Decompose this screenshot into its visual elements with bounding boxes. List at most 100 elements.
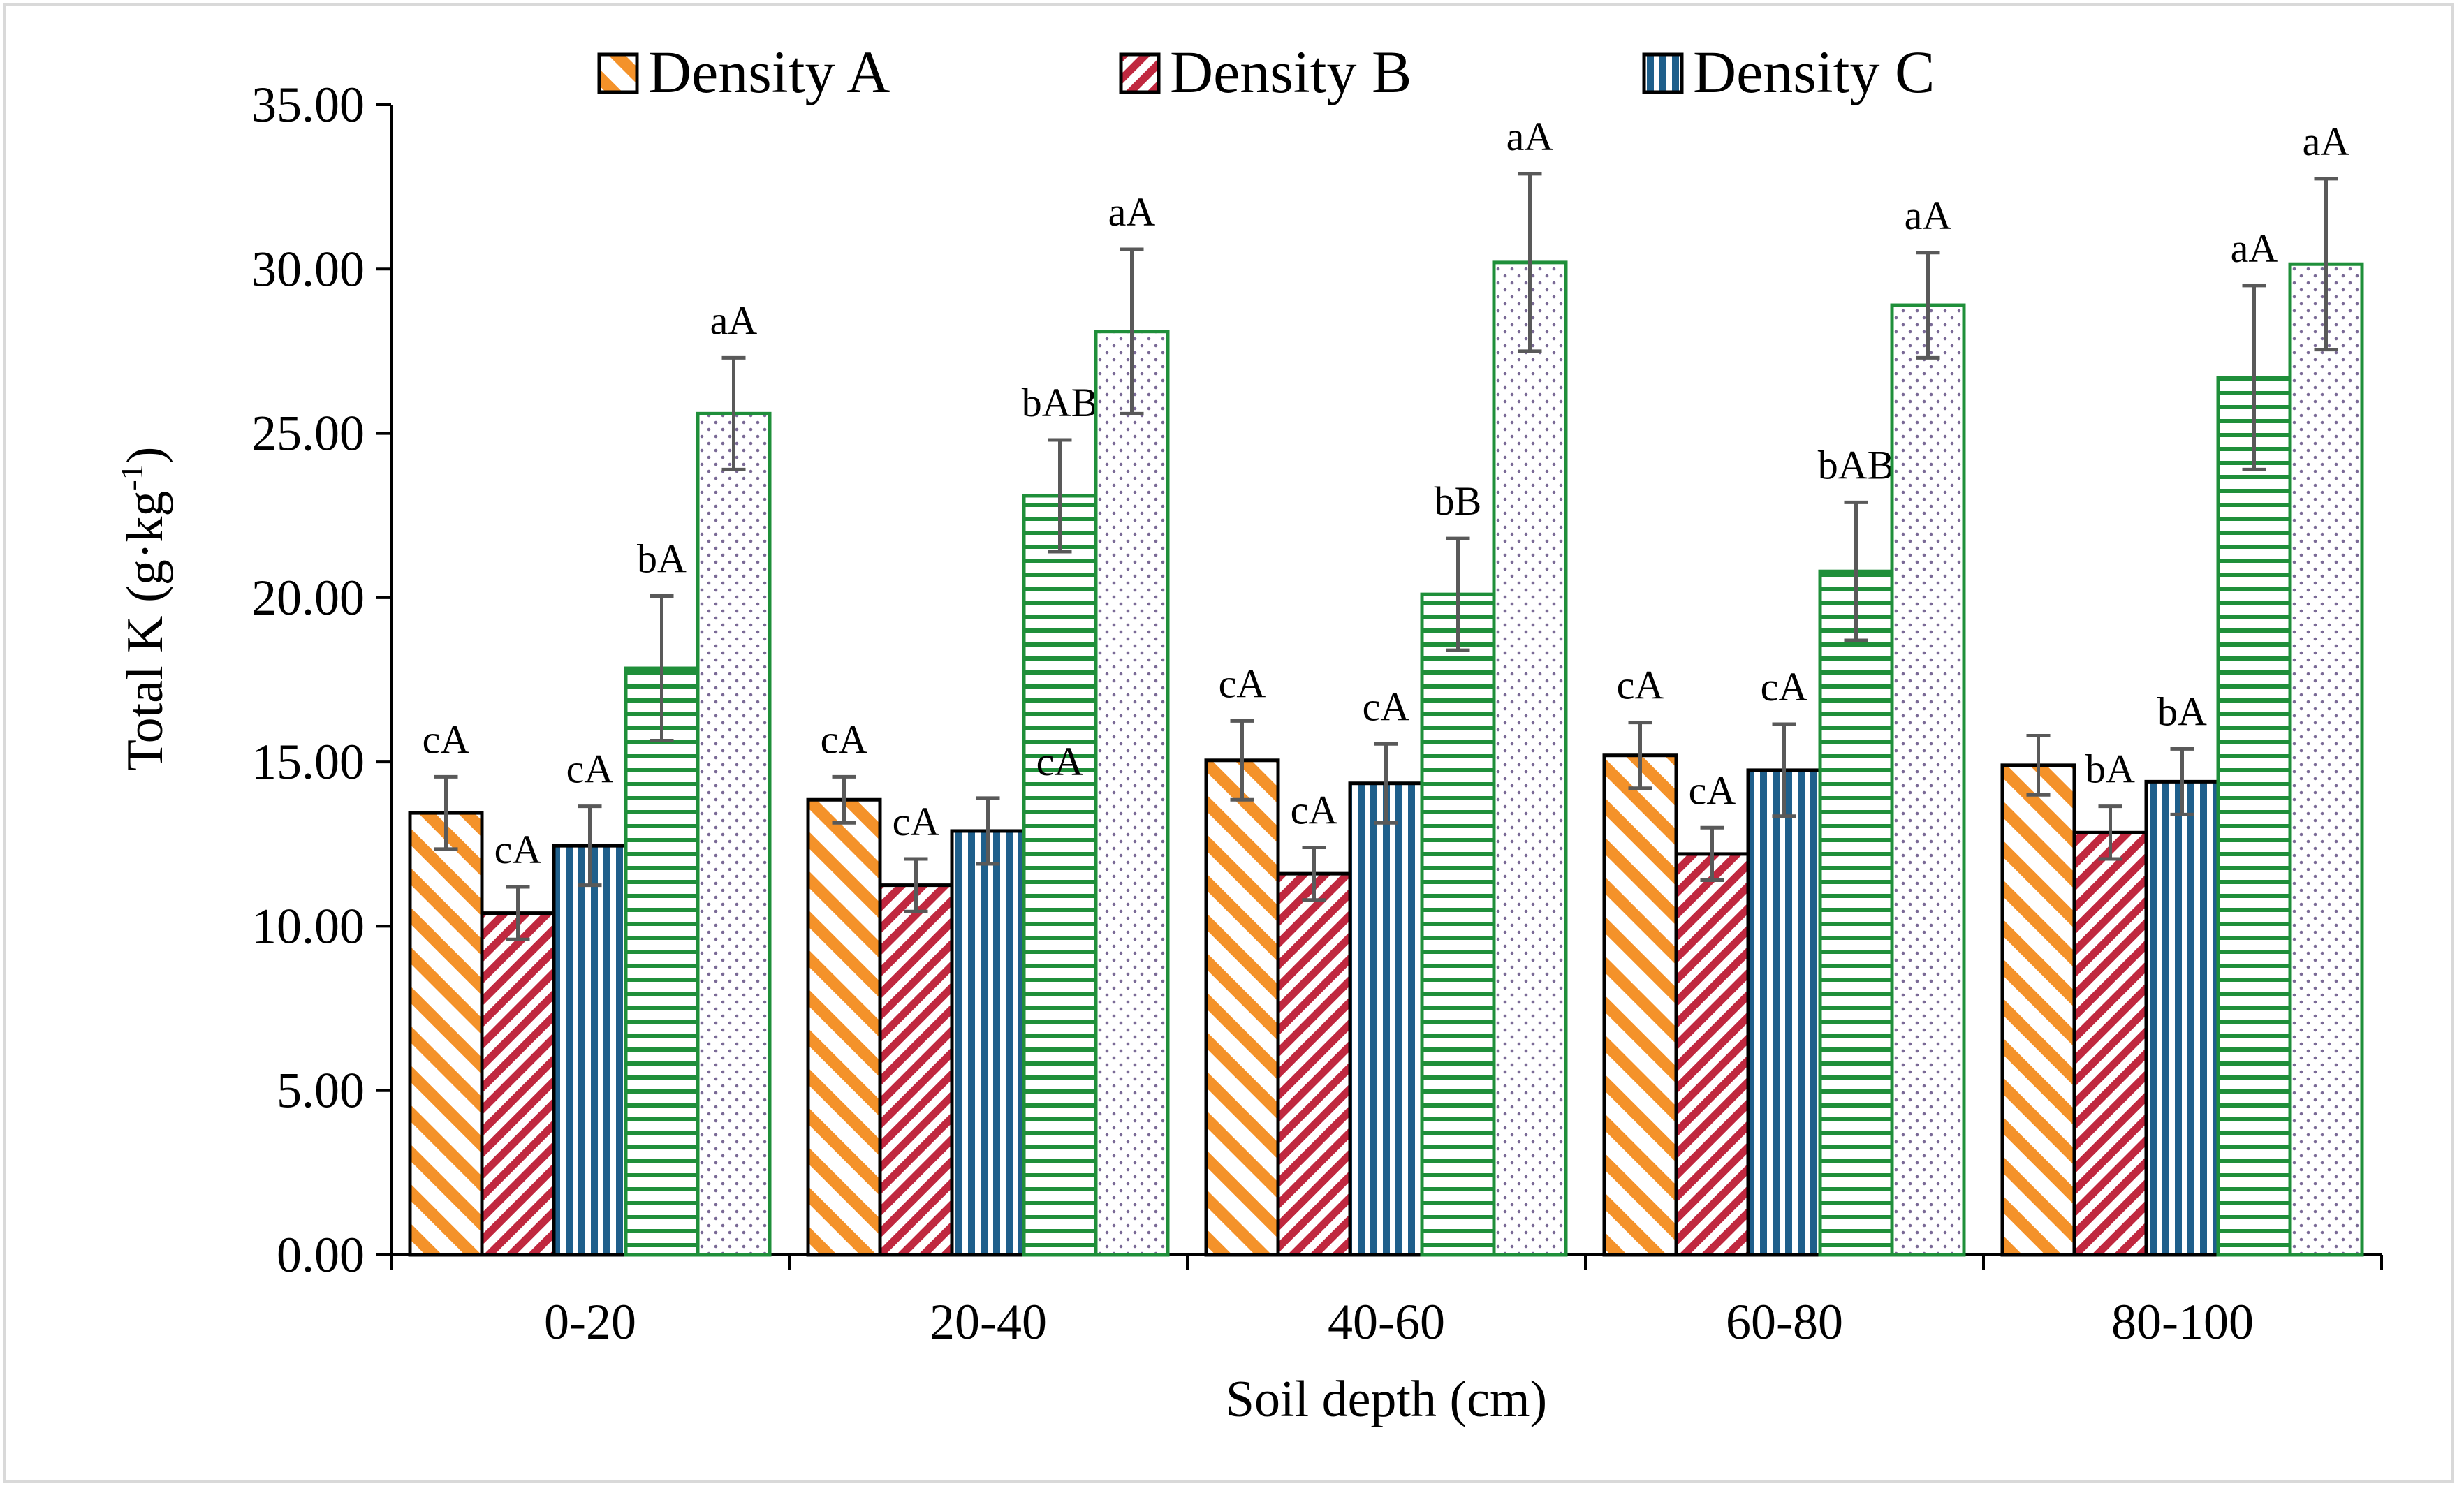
legend-swatch-density-c <box>1642 52 1684 94</box>
legend-item-density-c: Density C <box>1642 38 1935 105</box>
error-bar <box>1230 719 1254 802</box>
x-tick-label: 0-20 <box>544 1294 636 1350</box>
error-bar <box>904 857 928 913</box>
error-bar <box>506 885 530 941</box>
error-bar <box>434 774 458 851</box>
bar <box>2216 376 2292 1257</box>
bar <box>1602 753 1678 1257</box>
bar <box>1348 781 1424 1257</box>
x-tick-label: 40-60 <box>1328 1294 1445 1350</box>
data-label: cA <box>494 827 542 872</box>
y-axis-title-main: Total K (g·kg <box>117 491 174 772</box>
bar <box>408 811 484 1257</box>
bar <box>1276 871 1352 1257</box>
data-label: aA <box>1108 189 1156 235</box>
bar <box>1492 260 1568 1257</box>
x-tick-label: 20-40 <box>930 1294 1047 1350</box>
legend-item-density-b: Density B <box>1119 38 1411 105</box>
bar <box>1094 330 1170 1257</box>
legend-item-density-a: Density A <box>597 38 890 105</box>
bar <box>1204 758 1280 1257</box>
bar <box>1818 569 1894 1257</box>
data-label: cA <box>1689 767 1736 813</box>
bar <box>1022 494 1098 1257</box>
data-label: cA <box>1363 684 1410 729</box>
y-tick-label: 35.00 <box>251 77 365 133</box>
bar <box>480 911 556 1257</box>
error-bar <box>1302 845 1326 902</box>
data-label: aA <box>710 297 758 343</box>
bar <box>806 797 882 1257</box>
error-bar <box>1518 172 1542 353</box>
bar <box>2000 763 2076 1257</box>
bar <box>1890 303 1966 1257</box>
error-bar <box>976 796 1000 866</box>
error-bar <box>1772 722 1796 818</box>
y-tick-label: 25.00 <box>251 406 365 462</box>
error-bar <box>2098 804 2122 861</box>
error-bar <box>578 804 602 888</box>
legend-swatch-density-b <box>1119 52 1161 94</box>
data-label: aA <box>2303 119 2350 164</box>
data-label: cA <box>423 716 470 762</box>
data-label: cA <box>566 746 614 792</box>
error-bar <box>2026 733 2051 797</box>
data-label: cA <box>1219 661 1266 706</box>
y-tick-label: 0.00 <box>277 1227 365 1283</box>
y-tick-label: 20.00 <box>251 570 365 626</box>
data-label: cA <box>893 799 940 844</box>
bar <box>1746 768 1822 1257</box>
bar <box>2288 262 2364 1257</box>
bar <box>1420 592 1496 1257</box>
error-bar <box>1048 438 1072 554</box>
data-label: aA <box>1905 193 1952 238</box>
error-bar <box>650 594 674 743</box>
data-label: bAB <box>1022 380 1099 425</box>
error-bar <box>1374 742 1398 825</box>
legend-label-density-a: Density A <box>648 38 890 105</box>
error-bar <box>2170 746 2194 816</box>
bar <box>552 844 628 1257</box>
bar <box>2072 830 2148 1257</box>
legend-swatch-density-a <box>597 52 639 94</box>
error-bar <box>832 774 856 825</box>
error-bar <box>1446 536 1470 652</box>
legend: Density A Density B Density C <box>597 38 1935 105</box>
y-tick-label: 30.00 <box>251 241 365 297</box>
error-bar <box>1628 721 1652 790</box>
error-bar <box>2314 177 2338 352</box>
x-axis-title: Soil depth (cm) <box>1226 1371 1547 1428</box>
legend-label-density-c: Density C <box>1693 38 1935 105</box>
data-label: aA <box>1506 114 1554 159</box>
bar <box>1674 852 1750 1257</box>
bar <box>950 829 1026 1257</box>
data-label: bA <box>2085 746 2135 792</box>
error-bar <box>721 355 746 471</box>
data-label: cA <box>1761 664 1808 709</box>
x-tick-label: 80-100 <box>2111 1294 2254 1350</box>
x-tick-label: 60-80 <box>1726 1294 1843 1350</box>
data-label: cA <box>1036 739 1084 784</box>
y-axis-title: Total K (g·kg-1) <box>114 447 174 772</box>
data-label: cA <box>1617 663 1664 708</box>
error-bar <box>1844 500 1868 642</box>
y-tick-label: 5.00 <box>277 1063 365 1119</box>
data-label: bA <box>637 536 687 582</box>
y-tick-label: 15.00 <box>251 734 365 790</box>
error-bar <box>1916 251 1940 360</box>
error-bar <box>1120 247 1144 415</box>
y-axis-title-sup: -1 <box>114 464 149 490</box>
bar <box>696 411 772 1257</box>
data-label: bAB <box>1818 442 1895 487</box>
bar <box>624 666 700 1257</box>
error-bar <box>2242 284 2266 471</box>
error-bar <box>1700 825 1724 883</box>
data-label: cA <box>1291 787 1338 832</box>
plot-area: 0.00 5.00 10.00 15.00 20.00 25.00 30.00 35.00 0-… <box>251 77 2383 1350</box>
bar <box>2144 779 2220 1257</box>
data-label: bA <box>2157 689 2207 734</box>
y-axis-title-close: ) <box>117 447 174 464</box>
data-label: cA <box>821 716 868 762</box>
data-label: bB <box>1435 478 1482 524</box>
